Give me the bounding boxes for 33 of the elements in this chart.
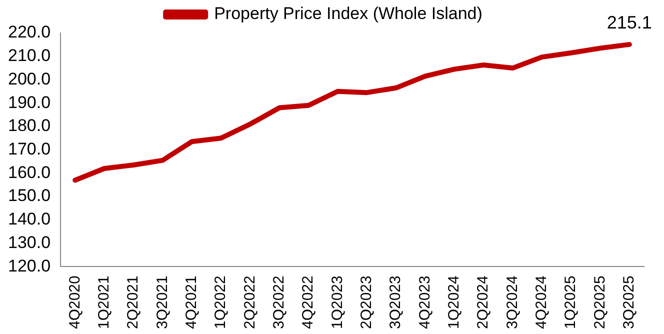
x-tick-label: 1Q2025: [562, 276, 580, 330]
x-tick-label: 2Q2024: [474, 276, 492, 330]
x-tick-label: 4Q2024: [533, 276, 550, 330]
x-tick-label: 1Q2021: [95, 276, 112, 330]
x-tick-label: 4Q2021: [182, 276, 200, 330]
x-tick-label: 2Q2025: [591, 276, 608, 330]
x-tick-label: 4Q2023: [416, 276, 434, 330]
y-tick-label: 170.0: [8, 140, 51, 158]
y-tick-label: 140.0: [8, 210, 51, 229]
x-tick-label: 3Q2023: [387, 276, 404, 330]
x-tick-label: 3Q2025: [620, 276, 638, 330]
y-tick-label: 160.0: [8, 162, 51, 182]
x-tick-label: 2Q2022: [241, 276, 258, 330]
x-tick-label: 1Q2024: [446, 276, 463, 330]
y-tick-label: 200.0: [8, 69, 51, 88]
y-tick-label: 210.0: [8, 46, 51, 66]
y-tick-label: 120.0: [8, 256, 51, 276]
legend-label: Property Price Index (Whole Island): [214, 4, 482, 24]
x-tick-label: 3Q2022: [270, 276, 288, 330]
y-tick-label: 130.0: [8, 232, 51, 252]
y-tick-label: 180.0: [8, 116, 51, 136]
x-tick-label: 3Q2024: [504, 276, 521, 330]
x-tick-label: 4Q2020: [66, 276, 84, 330]
x-tick-label: 1Q2023: [328, 276, 346, 330]
x-tick-label: 4Q2022: [300, 276, 317, 330]
data-label: 215.1: [606, 12, 652, 32]
y-tick-label: 150.0: [8, 186, 51, 206]
x-tick-label: 3Q2021: [154, 276, 171, 330]
x-tick-label: 2Q2021: [124, 276, 142, 330]
x-tick-label: 1Q2022: [212, 276, 230, 330]
y-tick-label: 220.0: [8, 22, 51, 42]
y-tick-label: 190.0: [8, 92, 51, 112]
x-tick-label: 2Q2023: [358, 276, 375, 330]
